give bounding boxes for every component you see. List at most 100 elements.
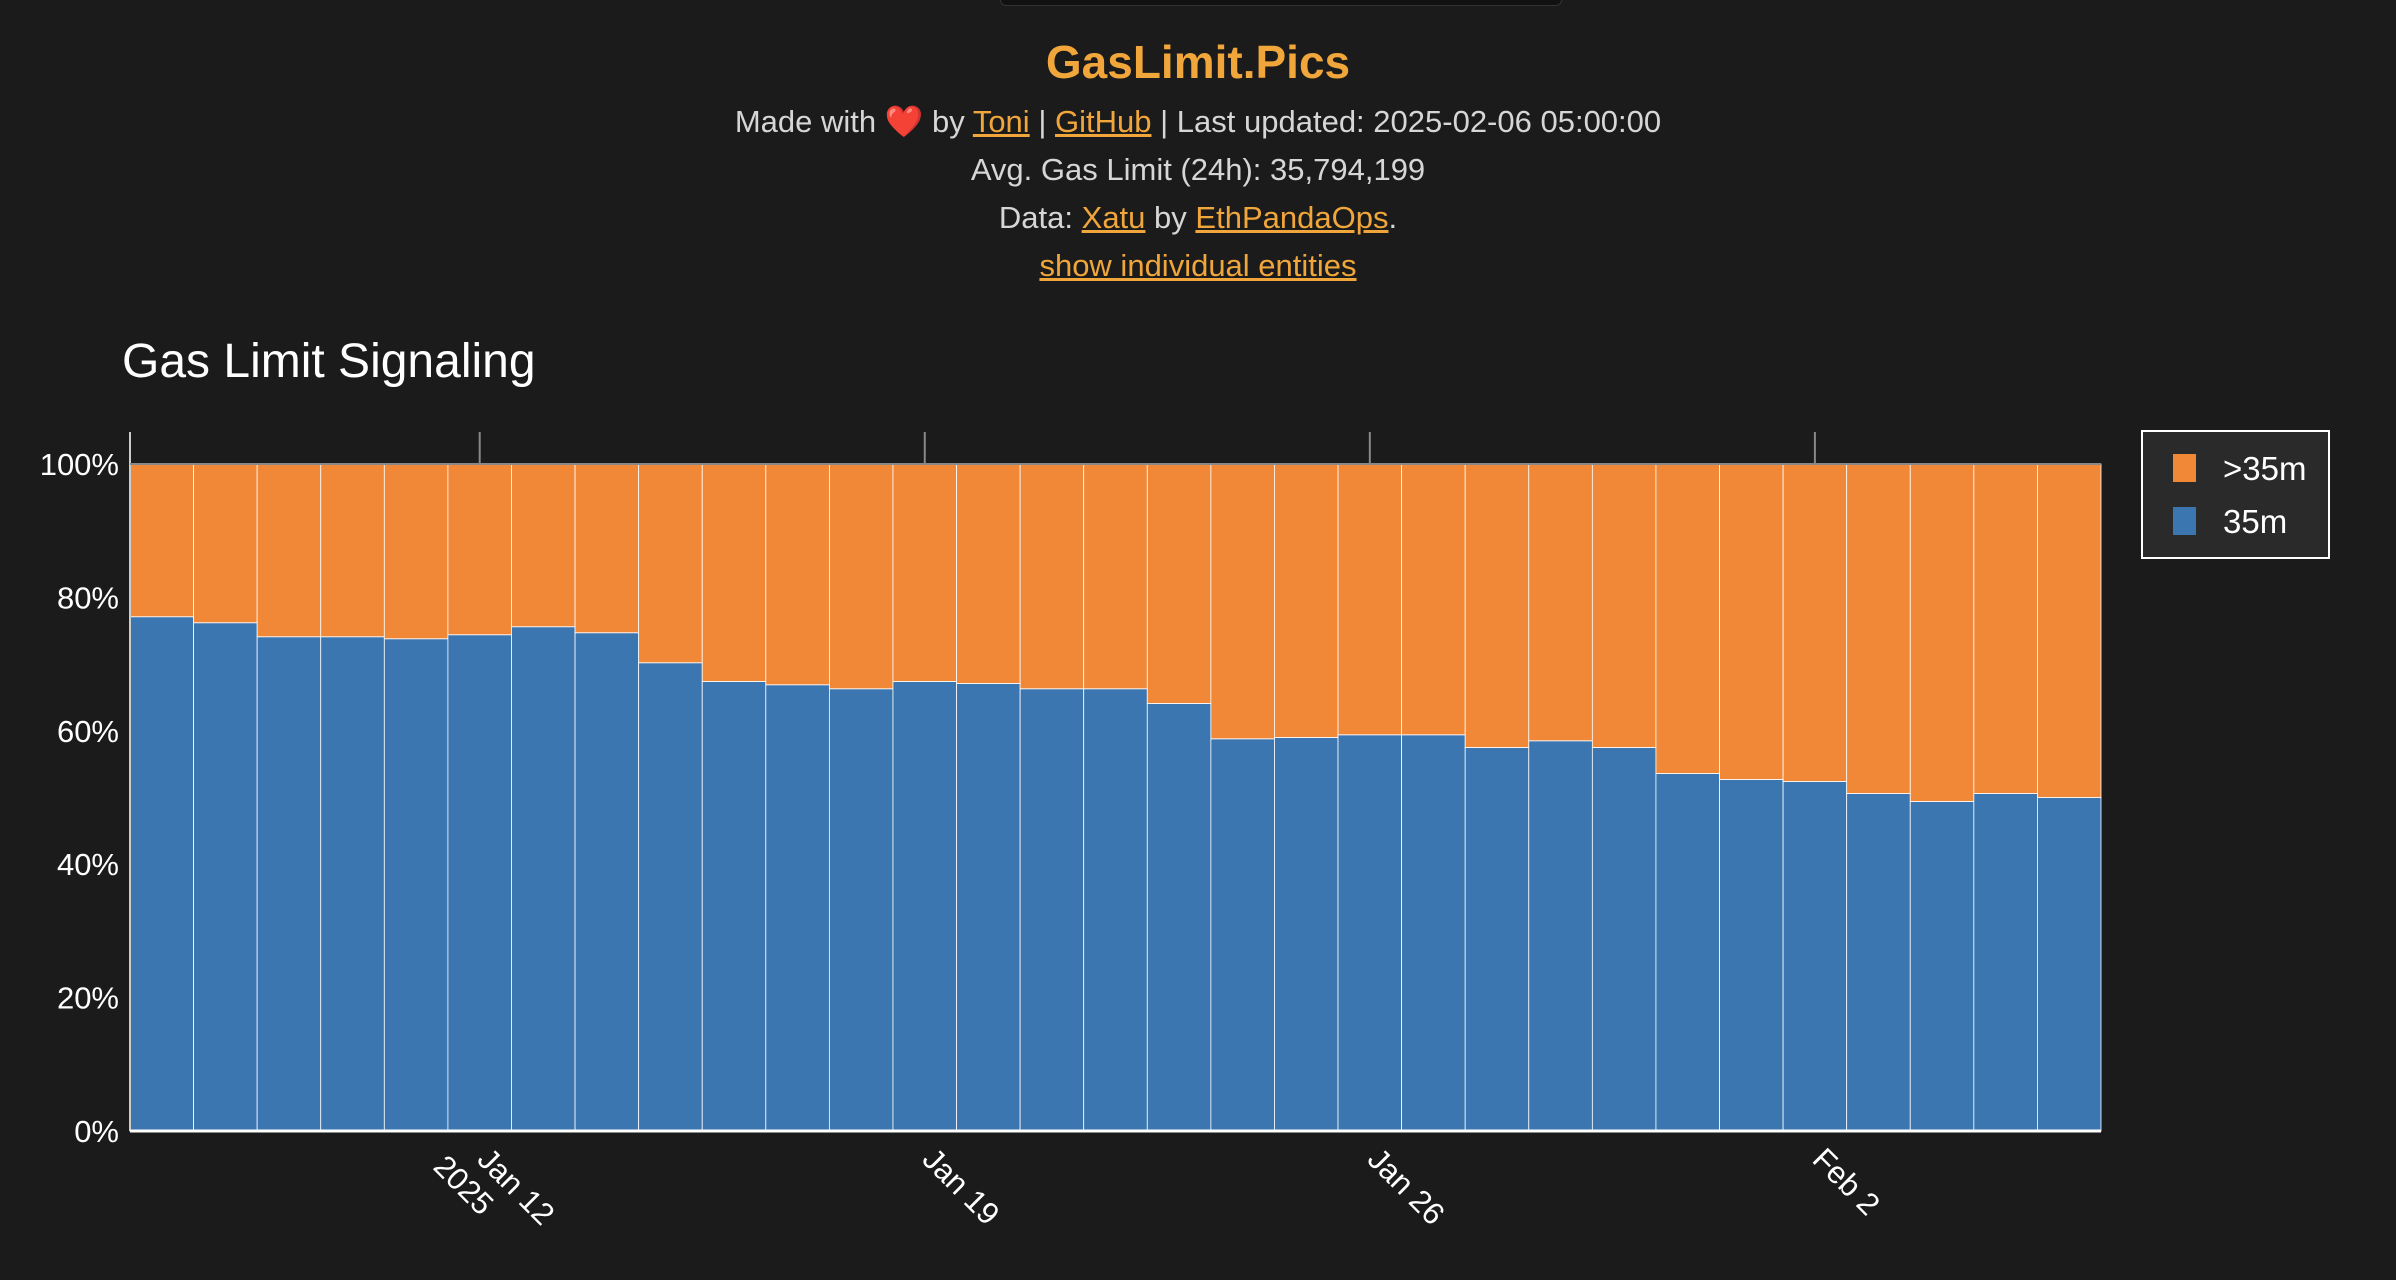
legend-label: >35m bbox=[2223, 450, 2306, 487]
bar-35m-2025-01-16 bbox=[701, 681, 767, 1132]
bar-35m-2025-02-01 bbox=[1719, 779, 1784, 1132]
bar-gt35m-2025-01-17 bbox=[765, 463, 830, 686]
bar-gt35m-2025-01-19 bbox=[892, 463, 957, 682]
x-tick-label-group: Jan 26 bbox=[1361, 1141, 1452, 1232]
bar-35m-2025-01-15 bbox=[638, 662, 703, 1132]
bar-gt35m-2025-01-18 bbox=[828, 463, 894, 690]
bar-gt35m-2025-01-07 bbox=[129, 463, 194, 618]
bar-35m-2025-01-10 bbox=[320, 636, 385, 1132]
y-tick-label: 60% bbox=[57, 714, 119, 749]
x-tick-label-group: Jan 19 bbox=[916, 1141, 1007, 1232]
x-tick-label: Jan 19 bbox=[916, 1141, 1007, 1232]
bar-35m-2025-01-30 bbox=[1591, 747, 1657, 1132]
y-tick-label: 0% bbox=[74, 1114, 119, 1149]
data-source-line: Data: Xatu by EthPandaOps. bbox=[0, 194, 2396, 242]
y-tick-label: 100% bbox=[40, 447, 119, 482]
bar-gt35m-2025-01-28 bbox=[1464, 463, 1530, 748]
bar-35m-2025-01-26 bbox=[1337, 734, 1403, 1132]
legend: >35m 35m bbox=[2141, 430, 2330, 559]
bar-35m-2025-01-11 bbox=[383, 638, 449, 1132]
bar-gt35m-2025-01-15 bbox=[638, 463, 703, 664]
bar-35m-2025-01-24 bbox=[1210, 738, 1275, 1132]
bar-35m-2025-02-05 bbox=[1973, 793, 2038, 1132]
bar-35m-2025-01-28 bbox=[1464, 747, 1530, 1132]
bar-gt35m-2025-01-08 bbox=[193, 463, 258, 624]
bar-gt35m-2025-01-13 bbox=[511, 463, 576, 628]
bar-35m-2025-01-07 bbox=[129, 616, 194, 1132]
y-tick-label: 40% bbox=[57, 847, 119, 882]
y-tick-label: 20% bbox=[57, 981, 119, 1016]
bar-35m-2025-01-22 bbox=[1083, 688, 1148, 1132]
bar-gt35m-2025-01-31 bbox=[1655, 463, 1720, 774]
data-prefix: Data: bbox=[998, 200, 1074, 235]
separator: | bbox=[1160, 104, 1169, 139]
bar-35m-2025-01-27 bbox=[1401, 734, 1466, 1132]
credits-line: Made with ❤️ by Toni | GitHub | Last upd… bbox=[0, 98, 2396, 146]
x-tick-label: Feb 2 bbox=[1806, 1141, 1887, 1222]
made-with-text: Made with bbox=[734, 104, 877, 139]
bar-gt35m-2025-01-22 bbox=[1083, 463, 1148, 690]
bar-35m-2025-02-03 bbox=[1846, 793, 1911, 1132]
bar-gt35m-2025-01-24 bbox=[1210, 463, 1275, 740]
bar-35m-2025-01-20 bbox=[956, 683, 1021, 1132]
bar-35m-2025-02-06 bbox=[2037, 797, 2102, 1132]
bar-gt35m-2025-02-06 bbox=[2037, 463, 2102, 798]
bar-35m-2025-01-14 bbox=[574, 632, 640, 1132]
bar-gt35m-2025-02-04 bbox=[1909, 463, 1975, 802]
top-popup-edge bbox=[1000, 0, 1562, 6]
site-title: GasLimit.Pics bbox=[1045, 36, 1351, 88]
bar-35m-2025-01-18 bbox=[828, 688, 894, 1132]
bar-35m-2025-01-23 bbox=[1146, 703, 1212, 1132]
bar-gt35m-2025-02-05 bbox=[1973, 463, 2038, 794]
bar-35m-2025-01-29 bbox=[1528, 740, 1593, 1132]
x-tick-label: Jan 26 bbox=[1361, 1141, 1452, 1232]
last-updated: Last updated: 2025-02-06 05:00:00 bbox=[1176, 104, 1662, 139]
author-link[interactable]: Toni bbox=[972, 104, 1030, 139]
by-text: by bbox=[932, 104, 965, 139]
legend-swatch bbox=[2173, 507, 2196, 535]
heart-icon: ❤️ bbox=[884, 104, 924, 139]
bar-gt35m-2025-01-29 bbox=[1528, 463, 1593, 742]
bar-35m-2025-01-17 bbox=[765, 684, 830, 1132]
legend-box bbox=[2141, 430, 2330, 559]
ethpandaops-link[interactable]: EthPandaOps bbox=[1195, 200, 1389, 235]
legend-swatch bbox=[2173, 454, 2196, 482]
bar-35m-2025-01-09 bbox=[256, 636, 322, 1132]
bar-gt35m-2025-01-30 bbox=[1591, 463, 1657, 748]
bar-gt35m-2025-01-14 bbox=[574, 463, 640, 634]
bar-35m-2025-01-08 bbox=[193, 622, 258, 1132]
bar-gt35m-2025-01-09 bbox=[256, 463, 322, 638]
xatu-link[interactable]: Xatu bbox=[1081, 200, 1146, 235]
x-tick-label-group: Feb 2 bbox=[1806, 1141, 1887, 1222]
bar-35m-2025-01-21 bbox=[1019, 688, 1085, 1132]
chart-title: Gas Limit Signaling bbox=[122, 335, 536, 388]
bar-gt35m-2025-01-16 bbox=[701, 463, 767, 682]
bar-gt35m-2025-01-12 bbox=[447, 463, 512, 636]
bar-gt35m-2025-02-02 bbox=[1782, 463, 1848, 782]
bar-gt35m-2025-01-11 bbox=[383, 463, 449, 640]
page-header: GasLimit.Pics Made with ❤️ by Toni | Git… bbox=[0, 26, 2396, 290]
bar-35m-2025-01-25 bbox=[1274, 737, 1339, 1132]
period: . bbox=[1388, 200, 1398, 235]
bar-35m-2025-02-04 bbox=[1909, 801, 1975, 1132]
bar-gt35m-2025-01-26 bbox=[1337, 463, 1403, 736]
bar-35m-2025-01-19 bbox=[892, 681, 957, 1132]
bar-35m-2025-02-02 bbox=[1782, 781, 1848, 1132]
y-tick-label: 80% bbox=[57, 580, 119, 615]
bar-35m-2025-01-12 bbox=[447, 634, 512, 1132]
bar-gt35m-2025-01-23 bbox=[1146, 463, 1212, 704]
avg-gas-limit: Avg. Gas Limit (24h): 35,794,199 bbox=[970, 152, 1426, 187]
bar-gt35m-2025-02-03 bbox=[1846, 463, 1911, 794]
bar-gt35m-2025-01-20 bbox=[956, 463, 1021, 684]
bar-35m-2025-01-31 bbox=[1655, 773, 1720, 1132]
separator: | bbox=[1038, 104, 1047, 139]
show-individual-entities-link[interactable]: show individual entities bbox=[1039, 248, 1357, 283]
bar-gt35m-2025-01-25 bbox=[1274, 463, 1339, 738]
legend-label: 35m bbox=[2223, 503, 2287, 540]
bar-35m-2025-01-13 bbox=[511, 626, 576, 1132]
by-text: by bbox=[1154, 200, 1187, 235]
bar-gt35m-2025-01-10 bbox=[320, 463, 385, 638]
github-link[interactable]: GitHub bbox=[1055, 104, 1152, 139]
